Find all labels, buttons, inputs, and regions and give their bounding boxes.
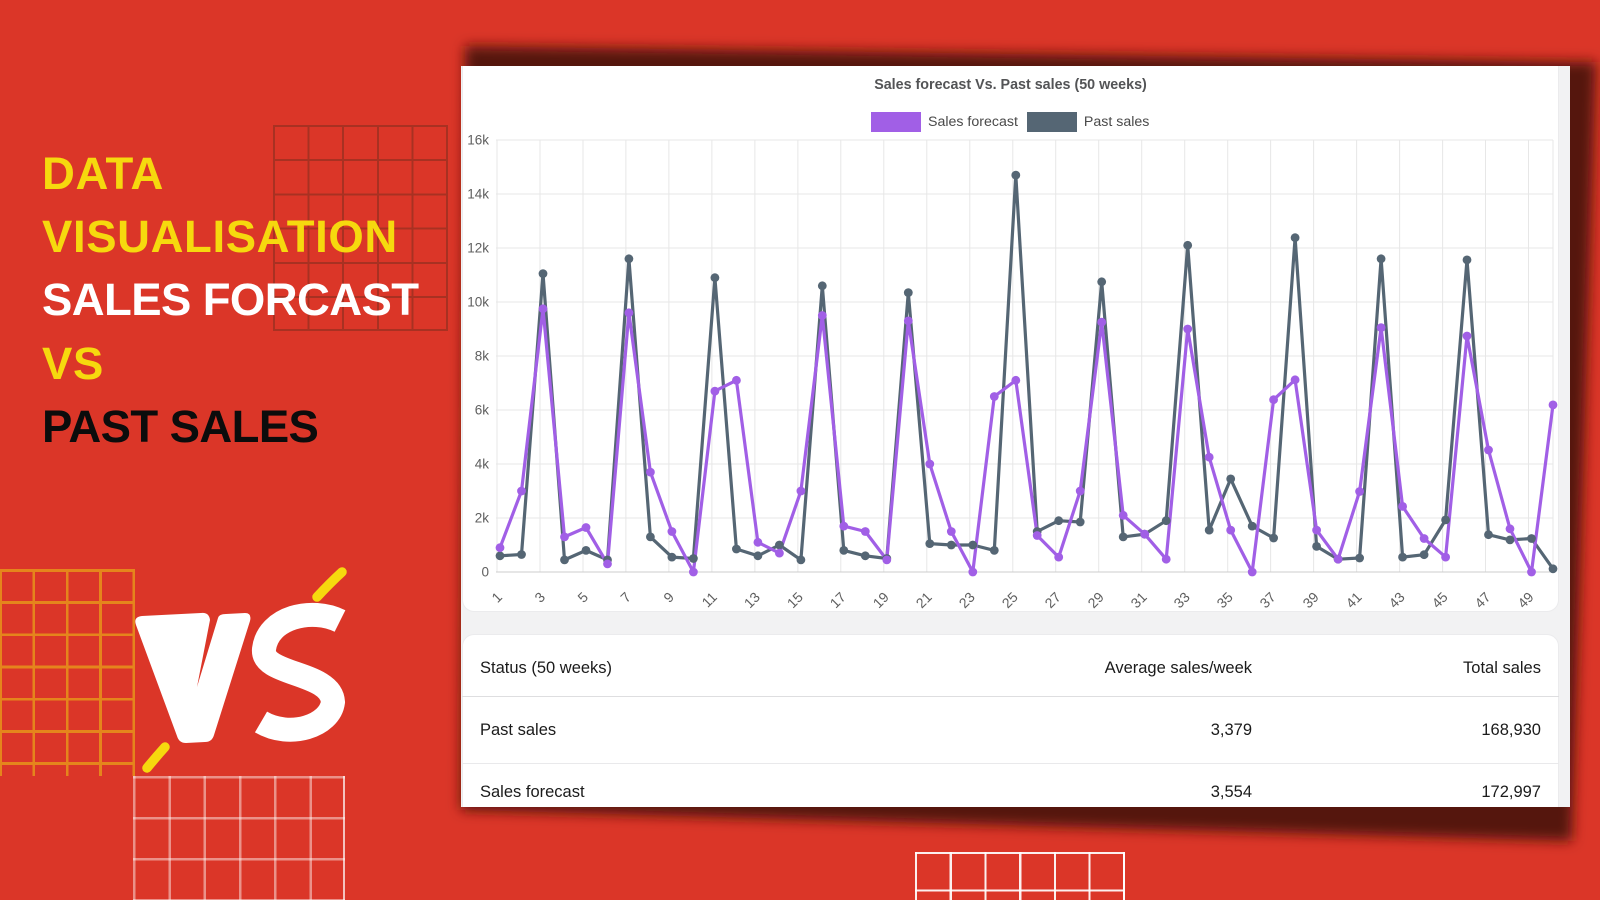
svg-text:45: 45	[1428, 589, 1450, 611]
svg-text:0: 0	[481, 565, 489, 580]
svg-text:17: 17	[827, 589, 849, 611]
svg-text:41: 41	[1342, 589, 1364, 611]
svg-text:23: 23	[956, 589, 978, 611]
svg-text:11: 11	[698, 589, 720, 611]
svg-text:49: 49	[1514, 589, 1536, 611]
svg-text:6k: 6k	[475, 403, 490, 418]
svg-text:12k: 12k	[467, 241, 489, 256]
svg-text:4k: 4k	[475, 457, 490, 472]
svg-text:5: 5	[574, 589, 591, 606]
svg-text:13: 13	[741, 589, 763, 611]
svg-text:33: 33	[1170, 589, 1192, 611]
svg-text:19: 19	[870, 589, 892, 611]
svg-text:37: 37	[1256, 589, 1278, 611]
svg-text:8k: 8k	[475, 349, 490, 364]
svg-text:29: 29	[1084, 589, 1106, 611]
svg-text:25: 25	[999, 589, 1021, 611]
svg-text:3: 3	[531, 589, 548, 606]
svg-text:47: 47	[1471, 589, 1493, 611]
svg-text:31: 31	[1127, 589, 1149, 611]
svg-text:21: 21	[913, 589, 935, 611]
svg-text:35: 35	[1213, 589, 1235, 611]
svg-text:7: 7	[617, 589, 634, 606]
svg-text:1: 1	[488, 589, 505, 606]
svg-text:16k: 16k	[467, 133, 489, 148]
svg-text:2k: 2k	[475, 511, 490, 526]
svg-text:14k: 14k	[467, 187, 489, 202]
svg-text:10k: 10k	[467, 295, 489, 310]
svg-text:43: 43	[1385, 589, 1407, 611]
svg-text:39: 39	[1299, 589, 1321, 611]
svg-text:15: 15	[784, 589, 806, 611]
svg-text:9: 9	[660, 589, 677, 606]
svg-text:27: 27	[1041, 589, 1063, 611]
